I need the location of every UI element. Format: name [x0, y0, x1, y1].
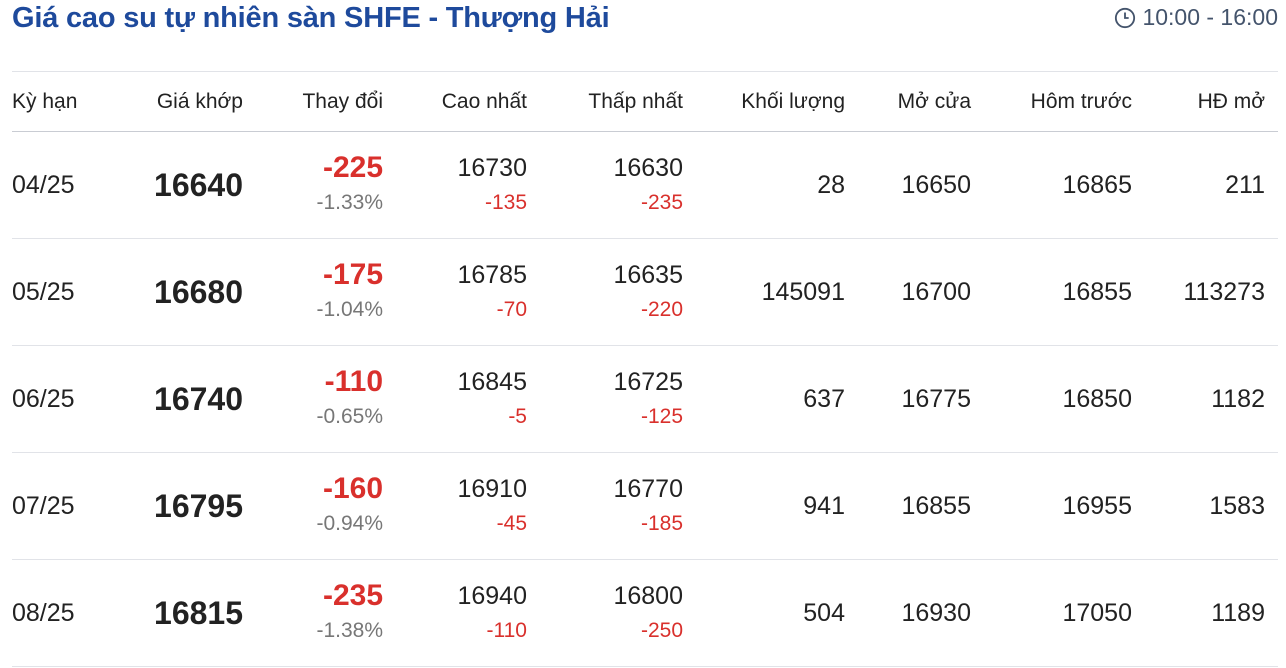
table-row: 07/25 16795 -160 -0.94% 16910 -45 16770 -18…	[12, 452, 1278, 560]
match-price: 16740	[154, 380, 243, 417]
table-row: 05/25 16680 -175 -1.04% 16785 -70 16635 -22…	[12, 238, 1278, 346]
table-row: 06/25 16740 -110 -0.65% 16845 -5 16725 -125…	[12, 345, 1278, 453]
open: 16930	[845, 559, 971, 667]
volume: 28	[683, 131, 845, 239]
previous-close: 16955	[971, 452, 1132, 560]
change-percent: -1.38%	[316, 619, 383, 642]
high-diff: -5	[508, 405, 527, 428]
match-price: 16795	[154, 487, 243, 524]
high-diff: -45	[496, 512, 527, 535]
price-table: Kỳ hạn Giá khớp Thay đổi Cao nhất Thấp n…	[12, 71, 1278, 667]
trading-hours: 10:00 - 16:00	[1114, 4, 1278, 31]
change-percent: -0.65%	[316, 405, 383, 428]
previous-close: 17050	[971, 559, 1132, 667]
open: 16650	[845, 131, 971, 239]
low-diff: -185	[640, 512, 683, 535]
open-interest: 1182	[1132, 345, 1278, 453]
open: 16775	[845, 345, 971, 453]
high-diff: -135	[484, 191, 527, 214]
high-diff: -110	[486, 619, 527, 642]
volume: 637	[683, 345, 845, 453]
open-interest: 1189	[1132, 559, 1278, 667]
low: 16770	[613, 475, 683, 503]
clock-icon	[1115, 7, 1136, 28]
high: 16940	[457, 582, 527, 610]
header-open: Mở cửa	[845, 71, 971, 132]
low-diff: -220	[640, 298, 683, 321]
high-diff: -70	[496, 298, 527, 321]
header-oi: HĐ mở	[1132, 71, 1278, 132]
term: 06/25	[12, 345, 112, 453]
header-price: Giá khớp	[112, 71, 243, 132]
page-title: Giá cao su tự nhiên sàn SHFE - Thượng Hả…	[12, 2, 610, 34]
volume: 145091	[683, 238, 845, 346]
high: 16845	[457, 368, 527, 396]
high: 16785	[457, 261, 527, 289]
header-high: Cao nhất	[383, 71, 527, 132]
match-price: 16815	[154, 594, 243, 631]
open-interest: 113273	[1132, 238, 1278, 346]
open-interest: 1583	[1132, 452, 1278, 560]
low-diff: -125	[640, 405, 683, 428]
change-percent: -1.33%	[316, 191, 383, 214]
term: 08/25	[12, 559, 112, 667]
header-term: Kỳ hạn	[12, 71, 112, 132]
high: 16730	[457, 154, 527, 182]
volume: 941	[683, 452, 845, 560]
low: 16800	[613, 582, 683, 610]
header-low: Thấp nhất	[527, 71, 683, 132]
header-volume: Khối lượng	[683, 71, 845, 132]
change-percent: -0.94%	[316, 512, 383, 535]
open-interest: 211	[1132, 131, 1278, 239]
previous-close: 16850	[971, 345, 1132, 453]
trading-hours-text: 10:00 - 16:00	[1142, 4, 1278, 30]
low-diff: -235	[640, 191, 683, 214]
term: 07/25	[12, 452, 112, 560]
change: -225	[322, 151, 383, 184]
previous-close: 16865	[971, 131, 1132, 239]
match-price: 16640	[154, 166, 243, 203]
term: 05/25	[12, 238, 112, 346]
change: -235	[322, 579, 383, 612]
previous-close: 16855	[971, 238, 1132, 346]
change: -175	[322, 258, 383, 291]
open: 16855	[845, 452, 971, 560]
low-diff: -250	[640, 619, 683, 642]
header-change: Thay đổi	[243, 71, 383, 132]
match-price: 16680	[154, 273, 243, 310]
open: 16700	[845, 238, 971, 346]
table-row: 08/25 16815 -235 -1.38% 16940 -110 16800 -2…	[12, 559, 1278, 667]
change: -160	[322, 472, 383, 505]
low: 16725	[613, 368, 683, 396]
table-header: Kỳ hạn Giá khớp Thay đổi Cao nhất Thấp n…	[12, 71, 1278, 132]
low: 16630	[613, 154, 683, 182]
low: 16635	[613, 261, 683, 289]
change-percent: -1.04%	[316, 298, 383, 321]
term: 04/25	[12, 131, 112, 239]
header-prev: Hôm trước	[971, 71, 1132, 132]
change: -110	[324, 365, 383, 398]
high: 16910	[457, 475, 527, 503]
volume: 504	[683, 559, 845, 667]
table-row: 04/25 16640 -225 -1.33% 16730 -135 16630 -2…	[12, 131, 1278, 239]
